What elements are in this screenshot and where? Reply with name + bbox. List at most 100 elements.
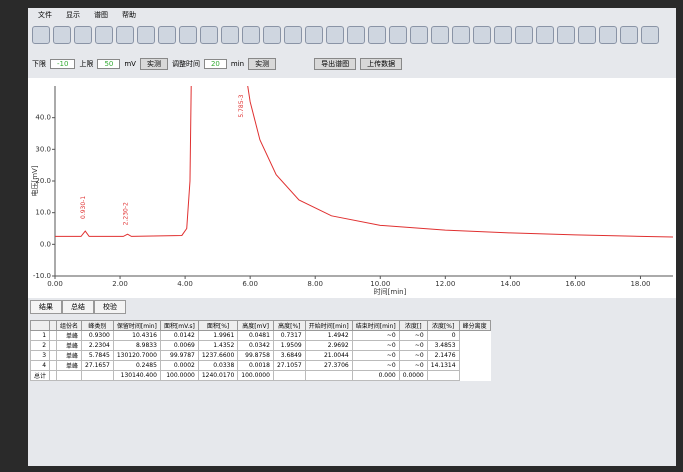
tab[interactable]: 结果 [30,300,62,314]
tool-icon[interactable] [326,26,344,44]
cell: 27.3706 [304,360,353,371]
menu-item[interactable]: 文件 [38,11,52,19]
button[interactable]: 实测 [248,58,277,70]
tool-icon[interactable] [389,26,407,44]
header-cell: 组份名 [56,320,83,331]
chart-bg [28,78,676,298]
header-cell: 高度[%] [272,320,306,331]
x-tick-label: 0.00 [47,280,63,288]
cell [56,370,83,381]
peak-label: 5.785-3 [238,94,245,117]
tool-icon[interactable] [536,26,554,44]
x-tick-label: 10.00 [370,280,390,288]
chart: -10.0 0.0 10.0 20.0 30.0 40.0 0.00 2.00 4.00 6.00… [28,78,676,298]
y-tick-label: -10.0 [33,272,51,280]
header-cell: 高度[mV] [237,320,274,331]
y-axis-label: 电压[mV] [30,165,39,196]
screen: 文件 显示 谱图 帮助 下限 -10 上限 50 mV 实测 调整时间 20 min … [28,8,676,466]
input[interactable]: -10 [50,59,76,69]
cell: 0.0002 [159,360,199,371]
tool-icon[interactable] [410,26,428,44]
x-tick-label: 16.00 [565,280,585,288]
input[interactable]: 20 [203,59,227,69]
cell: 1.9961 [197,330,239,341]
tabs: 结果 总结 校验 [30,300,126,314]
tool-icon[interactable] [515,26,533,44]
tool-icon[interactable] [578,26,596,44]
cell: 99.8758 [237,350,274,361]
tool-icon[interactable] [284,26,302,44]
cell: 99.9787 [159,350,199,361]
cell [49,330,58,341]
tool-icon[interactable] [221,26,239,44]
cell [272,370,306,381]
cell: 总计 [29,370,51,381]
tool-icon[interactable] [368,26,386,44]
total-row: 总计 130140.400 100.0000 1240.0170 100.0000 0.0… [29,370,491,381]
button[interactable]: 上传数据 [360,58,403,70]
cell [49,370,58,381]
tool-icon[interactable] [158,26,176,44]
tool-icon[interactable] [557,26,575,44]
cell: 1.4942 [304,330,353,341]
tool-icon[interactable] [32,26,50,44]
cell: 21.0044 [304,350,353,361]
cell: 单峰 [56,340,83,351]
tool-icon[interactable] [620,26,638,44]
tool-icon[interactable] [452,26,470,44]
button[interactable]: 导出谱图 [314,58,357,70]
label: 下限 [32,60,46,68]
tool-icon[interactable] [431,26,449,44]
tool-icon[interactable] [494,26,512,44]
cell: 2 [29,340,51,351]
tab[interactable]: 校验 [94,300,126,314]
cell: 2.2304 [81,340,114,351]
menu-item[interactable]: 显示 [66,11,80,19]
cell: ~0 [351,330,400,341]
cell [426,370,460,381]
cell: 3.6849 [272,350,306,361]
tool-icon[interactable] [200,26,218,44]
cell: 130140.400 [112,370,161,381]
cell: 27.1057 [272,360,306,371]
tool-icon[interactable] [473,26,491,44]
header-cell: 保留时间[min] [112,320,161,331]
cell: ~0 [351,350,400,361]
row: 3 单峰 5.7845 130120.7000 99.9787 1237.6600 99.8… [29,350,491,361]
menu-bar: 文件 显示 谱图 帮助 [28,10,136,22]
header-cell: 浓度[] [398,320,428,331]
tab[interactable]: 总结 [62,300,94,314]
menu-item[interactable]: 帮助 [122,11,136,19]
cell [49,360,58,371]
tool-icon[interactable] [305,26,323,44]
tool-icon[interactable] [263,26,281,44]
tool-icon[interactable] [137,26,155,44]
button[interactable]: 实测 [139,58,168,70]
tool-icon[interactable] [179,26,197,44]
x-tick-label: 6.00 [242,280,258,288]
tool-icon[interactable] [95,26,113,44]
input[interactable]: 50 [97,59,121,69]
cell: 1237.6600 [197,350,239,361]
cell: 2.1476 [426,350,460,361]
x-tick-label: 4.00 [177,280,193,288]
x-tick-label: 12.00 [435,280,455,288]
cell: 3.4853 [426,340,460,351]
cell: ~0 [398,330,428,341]
cell: 0.0142 [159,330,199,341]
cell: 1 [29,330,51,341]
tool-icon[interactable] [53,26,71,44]
tool-icon[interactable] [347,26,365,44]
tool-icon[interactable] [116,26,134,44]
row: 1 单峰 0.9300 10.4316 0.0142 1.9961 0.0481 0.7317… [29,330,491,341]
cell: 8.9833 [112,340,161,351]
tool-icon[interactable] [242,26,260,44]
menu-item[interactable]: 谱图 [94,11,108,19]
tool-icon[interactable] [599,26,617,44]
x-tick-label: 8.00 [307,280,323,288]
label: mV [124,60,136,68]
tool-icon[interactable] [74,26,92,44]
tool-icon[interactable] [641,26,659,44]
label: min [230,60,245,68]
